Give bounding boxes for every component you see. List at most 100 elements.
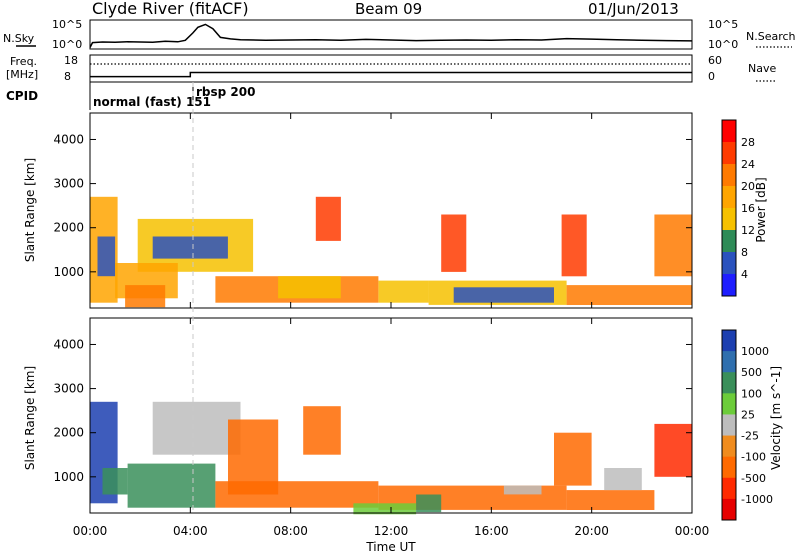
velocity-panel-colorbar-segment-6 (722, 456, 736, 479)
power-panel-colorbar-segment-4 (722, 208, 736, 231)
velocity-panel-region-11 (566, 490, 655, 510)
power-panel-region-10 (453, 287, 554, 303)
noise-series-line (89, 23, 693, 48)
power-panel-colorbar-segment-0 (722, 120, 736, 143)
velocity-panel-ytick-label-0: 1000 (53, 470, 84, 484)
velocity-panel-colorbar-segment-1 (722, 351, 736, 373)
velocity-panel-colorbar-tick-2: 100 (741, 387, 762, 400)
power-panel-colorbar-tick-0: 28 (741, 136, 755, 149)
power-panel-colorbar-segment-3 (722, 186, 736, 209)
power-heatmap (90, 196, 692, 308)
power-panel-colorbar-tick-6: 4 (741, 268, 748, 281)
velocity-panel-colorbar-tick-0: 1000 (741, 345, 769, 358)
power-panel-colorbar-segment-6 (722, 252, 736, 275)
cpid-mode2: rbsp 200 (196, 85, 255, 99)
velocity-colorbar: 1000 500 100 25 -25 -100 -500 -1000 (721, 329, 773, 521)
velocity-panel-region-1 (102, 468, 128, 495)
x-tick-label-3: 12:00 (374, 524, 409, 538)
x-tick-label-6: 00:00 (675, 524, 710, 538)
nsky-label: N.Sky (3, 32, 35, 45)
power-panel-region-3 (152, 236, 228, 259)
power-panel-colorbar-segment-7 (722, 274, 736, 297)
power-colorbar: 28 24 20 16 12 8 4 (721, 119, 755, 297)
velocity-y-ticks: 1000 2000 3000 4000 (53, 337, 692, 484)
power-panel-frame (89, 112, 693, 309)
noise-panel-frame (89, 19, 693, 50)
noise-tick-left-top: 10^5 (52, 18, 82, 31)
noise-tick-left-bottom: 10^0 (52, 38, 82, 51)
velocity-panel-region-14 (503, 485, 542, 495)
power-y-ticks: 1000 2000 3000 4000 (53, 132, 692, 279)
velocity-panel-region-8 (353, 503, 417, 515)
velocity-panel-region-12 (604, 468, 642, 491)
velocity-panel-colorbar-tick-7: -1000 (741, 493, 773, 506)
power-panel-region-14 (561, 214, 587, 277)
velocity-heatmap (90, 401, 692, 515)
power-panel-colorbar-frame (721, 119, 737, 297)
beam-title: Beam 09 (355, 0, 422, 18)
velocity-panel-region-10 (554, 432, 592, 486)
power-panel-region-7 (278, 276, 341, 299)
x-tick-label-1: 04:00 (173, 524, 208, 538)
power-panel-ytick-label-1: 2000 (53, 221, 84, 235)
velocity-panel-ytick-label-1: 2000 (53, 426, 84, 440)
velocity-panel-colorbar-tick-1: 500 (741, 366, 762, 379)
station-title: Clyde River (fitACF) (92, 0, 249, 18)
power-panel-region-1 (97, 236, 116, 277)
power-panel-region-12 (315, 196, 341, 241)
x-tick-label-0: 00:00 (73, 524, 108, 538)
velocity-panel-region-13 (654, 423, 692, 477)
power-panel-region-15 (654, 214, 692, 277)
power-panel-colorbar-segment-5 (722, 230, 736, 253)
velocity-panel-ytick-label-2: 3000 (53, 382, 84, 396)
freq-label-line1: Freq. (10, 55, 37, 68)
power-panel-region-8 (378, 280, 429, 303)
freq-label-line2: [MHz] (6, 68, 38, 81)
power-ylabel: Slant Range [km] (23, 158, 37, 262)
velocity-panel-ytick-label-3: 4000 (53, 337, 84, 351)
cpid-label: CPID (6, 89, 38, 103)
nave-tick-bottom: 0 (708, 70, 715, 83)
power-panel-region-11 (566, 285, 692, 305)
velocity-panel-colorbar-segment-0 (722, 330, 736, 352)
freq-series-line (90, 71, 692, 78)
velocity-panel-region-5 (215, 481, 379, 508)
power-panel-colorbar-tick-4: 12 (741, 224, 755, 237)
velocity-panel-region-6 (303, 406, 341, 455)
velocity-panel-colorbar-segment-4 (722, 414, 736, 437)
power-panel-colorbar-tick-2: 20 (741, 180, 755, 193)
power-panel-colorbar-segment-2 (722, 164, 736, 187)
velocity-panel-colorbar-segment-2 (722, 372, 736, 394)
velocity-colorbar-title: Velocity [m s^-1] (769, 366, 783, 470)
freq-tick-top: 18 (64, 54, 78, 67)
velocity-panel-colorbar-segment-3 (722, 393, 736, 415)
velocity-panel-colorbar-tick-5: -100 (741, 451, 766, 464)
velocity-panel-region-2 (127, 463, 216, 508)
velocity-panel-colorbar-segment-8 (722, 498, 736, 521)
freq-tick-bottom: 8 (64, 70, 71, 83)
velocity-panel-colorbar-tick-3: 25 (741, 408, 755, 421)
velocity-panel-region-3 (152, 401, 241, 455)
velocity-ylabel: Slant Range [km] (23, 366, 37, 470)
cpid-mode1: normal (fast) 151 (93, 95, 211, 109)
velocity-panel-colorbar-segment-7 (722, 477, 736, 500)
noise-tick-right-top: 10^5 (708, 18, 738, 31)
power-panel-colorbar-segment-1 (722, 142, 736, 165)
x-tick-label-5: 20:00 (574, 524, 609, 538)
power-panel-ytick-label-2: 3000 (53, 177, 84, 191)
power-panel-colorbar-tick-3: 16 (741, 202, 755, 215)
power-panel-colorbar-tick-5: 8 (741, 246, 748, 259)
noise-tick-right-bottom: 10^0 (708, 38, 738, 51)
date-title: 01/Jun/2013 (588, 0, 679, 18)
x-axis-title: Time UT (365, 540, 416, 554)
freq-panel-frame (89, 54, 693, 83)
velocity-panel-colorbar-tick-4: -25 (741, 430, 759, 443)
nsearch-label: N.Search (746, 30, 796, 43)
x-tick-label-2: 08:00 (273, 524, 308, 538)
velocity-panel-colorbar-frame (721, 329, 737, 521)
x-axis-ticks: 00:00 04:00 08:00 12:00 16:00 20:00 00:00 (73, 113, 710, 538)
nave-label: Nave (748, 62, 776, 75)
power-panel-region-5 (125, 285, 166, 308)
power-colorbar-title: Power [dB] (754, 177, 768, 242)
